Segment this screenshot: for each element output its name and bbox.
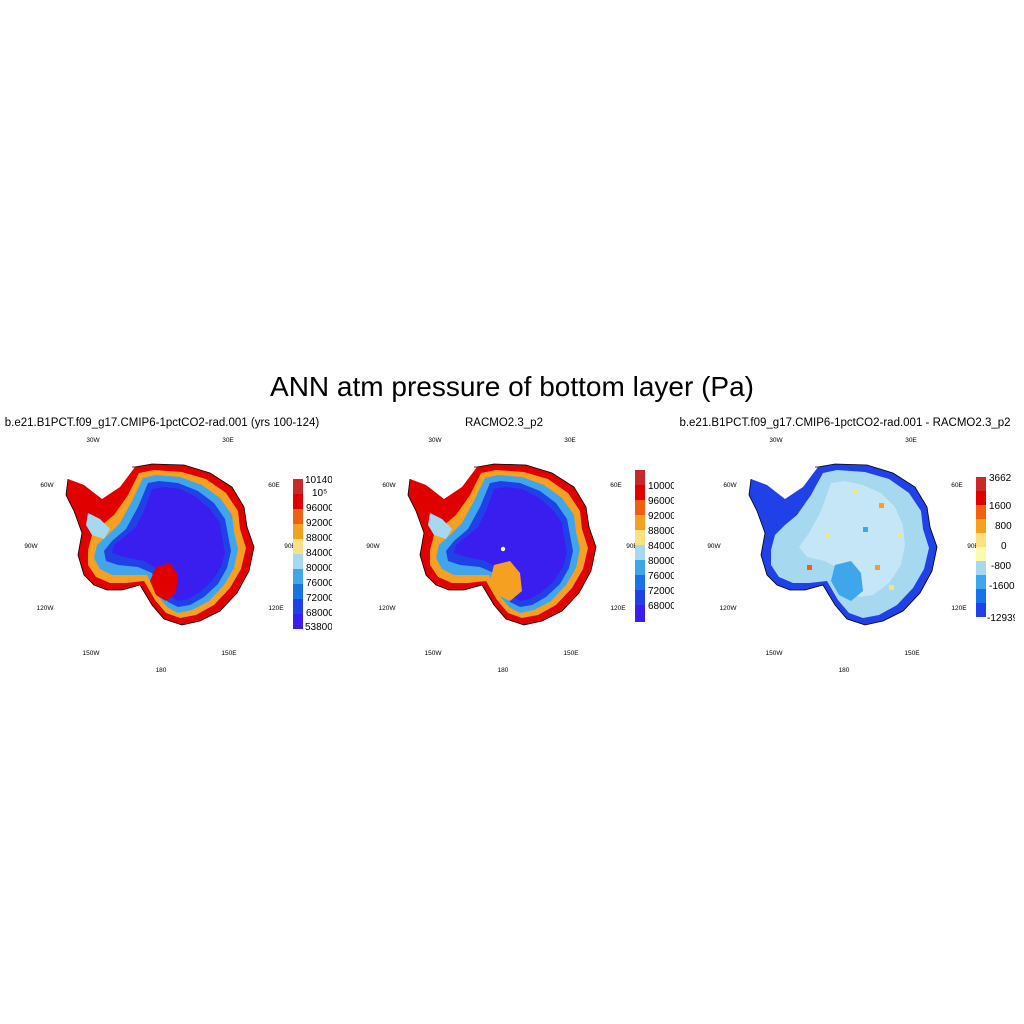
colorbar-label: 92000 xyxy=(648,511,674,522)
colorbar-label: 72000 xyxy=(306,593,332,604)
lon-label: 150W xyxy=(425,650,443,657)
lon-label: 60W xyxy=(40,482,54,489)
lon-label: 180 xyxy=(156,667,167,674)
colorbar-label: 96000 xyxy=(648,496,674,507)
lon-label: 120W xyxy=(720,605,738,612)
lon-label: 150W xyxy=(83,650,101,657)
lon-label: 90W xyxy=(707,543,721,550)
colorbar-label: 80000 xyxy=(306,563,332,574)
colorbar-label: 53800 xyxy=(305,622,332,633)
antarctica-map-observation: 30W 30E 60W 60E 90W 90E 120W 120E 150W 1… xyxy=(366,437,674,674)
colorbar: 3662 1600 800 0 -800 -1600 -12939 xyxy=(976,473,1015,624)
lon-label: 30E xyxy=(222,437,234,444)
colorbar-label: 0 xyxy=(1001,541,1007,552)
lon-label: 150E xyxy=(904,650,920,657)
colorbar-label: -12939 xyxy=(987,613,1015,624)
lon-label: 30E xyxy=(905,437,917,444)
lon-label: 30W xyxy=(86,437,100,444)
lon-label: 60E xyxy=(951,482,963,489)
colorbar-label: 76000 xyxy=(648,571,674,582)
colorbar-label: -1600 xyxy=(989,581,1015,592)
colorbar-label: 68000 xyxy=(648,601,674,612)
colorbar-label: 68000 xyxy=(306,608,332,619)
lon-label: 30E xyxy=(564,437,576,444)
lon-label: 120W xyxy=(37,605,55,612)
lon-label: 90W xyxy=(366,543,380,550)
antarctica-map-difference: 30W 30E 60W 60E 90W 90E 120W 120E 150W 1… xyxy=(707,437,1015,674)
lon-label: 120E xyxy=(268,605,284,612)
lon-label: 60W xyxy=(382,482,396,489)
colorbar: 101400 10⁵ 96000 92000 88000 84000 80000… xyxy=(293,475,332,633)
colorbar-label: 1600 xyxy=(989,501,1012,512)
panel-model: b.e21.B1PCT.f09_g17.CMIP6-1pctCO2-rad.00… xyxy=(0,415,332,685)
colorbar-label: 72000 xyxy=(648,586,674,597)
antarctica-map-model: 30W 30E 60W 60E 90W 90E 120W 120E 150W 1… xyxy=(24,437,332,674)
antarctica-field xyxy=(748,463,938,626)
lon-label: 60W xyxy=(723,482,737,489)
panel-title: b.e21.B1PCT.f09_g17.CMIP6-1pctCO2-rad.00… xyxy=(4,417,320,429)
colorbar-label: 80000 xyxy=(648,556,674,567)
lon-label: 150W xyxy=(766,650,784,657)
lon-label: 30W xyxy=(769,437,783,444)
colorbar-label: 96000 xyxy=(306,503,332,514)
colorbar-label: 800 xyxy=(995,521,1012,532)
colorbar-label: 88000 xyxy=(648,526,674,537)
colorbar-label: 101400 xyxy=(305,475,332,486)
lon-label: 90E xyxy=(284,543,296,550)
panel-title: b.e21.B1PCT.f09_g17.CMIP6-1pctCO2-rad.00… xyxy=(679,417,1011,429)
lon-label: 60E xyxy=(610,482,622,489)
figure-title: ANN atm pressure of bottom layer (Pa) xyxy=(270,371,754,402)
colorbar-label: 84000 xyxy=(306,548,332,559)
colorbar-label: 100000 xyxy=(648,481,674,492)
colorbar-label: 88000 xyxy=(306,533,332,544)
colorbar-label: 92000 xyxy=(306,518,332,529)
colorbar-label: 84000 xyxy=(648,541,674,552)
panel-observation: RACMO2.3_p2 30W 30E 60W 60E 90W 90E 120W… xyxy=(334,415,674,685)
lon-label: 150E xyxy=(563,650,579,657)
colorbar-label: 76000 xyxy=(306,578,332,589)
lon-label: 30W xyxy=(428,437,442,444)
lon-label: 180 xyxy=(839,667,850,674)
colorbar-label: -800 xyxy=(991,561,1011,572)
lon-label: 90E xyxy=(967,543,979,550)
panel-title: RACMO2.3_p2 xyxy=(465,417,543,429)
lon-label: 60E xyxy=(268,482,280,489)
colorbar-label: 3662 xyxy=(989,473,1012,484)
antarctica-field xyxy=(407,463,597,626)
lon-label: 180 xyxy=(498,667,509,674)
panel-difference: b.e21.B1PCT.f09_g17.CMIP6-1pctCO2-rad.00… xyxy=(675,415,1015,685)
lon-label: 120W xyxy=(379,605,397,612)
colorbar: 100000 96000 92000 88000 84000 80000 760… xyxy=(635,470,674,622)
lon-label: 90E xyxy=(626,543,638,550)
lon-label: 120E xyxy=(610,605,626,612)
lon-label: 90W xyxy=(24,543,38,550)
lon-label: 150E xyxy=(221,650,237,657)
lon-label: 120E xyxy=(951,605,967,612)
colorbar-label: 10⁵ xyxy=(312,488,327,499)
antarctica-field xyxy=(65,463,255,626)
